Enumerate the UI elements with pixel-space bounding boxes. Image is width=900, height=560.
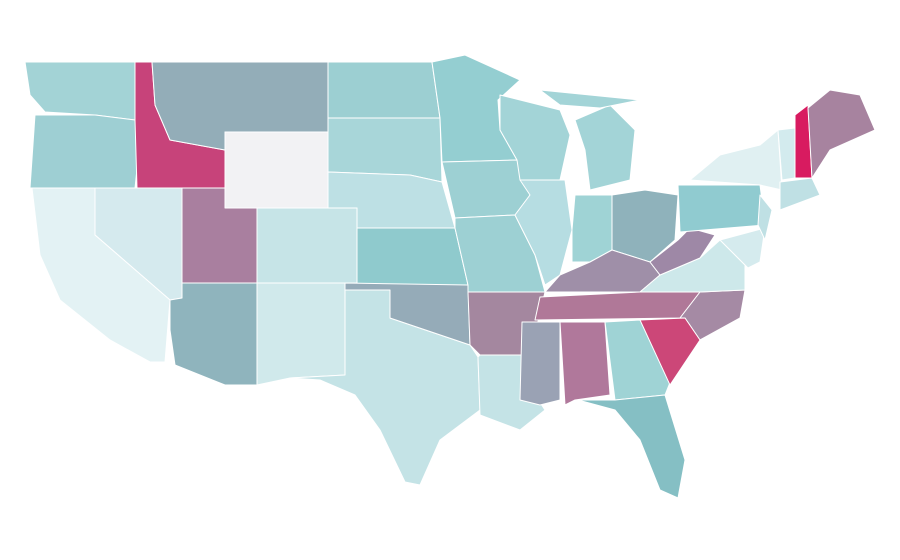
state-region [779,177,821,211]
state-region [574,104,636,191]
state-region [757,194,773,241]
state-region [31,187,171,363]
state-region [571,194,613,263]
state-region [677,184,766,233]
state-region [514,179,573,286]
state-region [719,227,766,269]
state-region [327,61,441,119]
state-region [807,89,876,179]
state-region [689,129,783,191]
state-region [441,159,531,219]
state-region [639,317,701,386]
state-region [169,282,258,386]
state-region [224,131,329,209]
state-region [356,227,469,286]
state-region [639,239,746,293]
state-region [29,114,141,189]
state-region [519,321,561,406]
state-region [256,207,358,284]
state-region [256,282,346,386]
state-region [534,291,701,321]
state-region [539,89,641,109]
state-region [577,394,686,499]
state-region [559,321,611,406]
state-region [24,61,136,121]
state-region [649,227,716,276]
